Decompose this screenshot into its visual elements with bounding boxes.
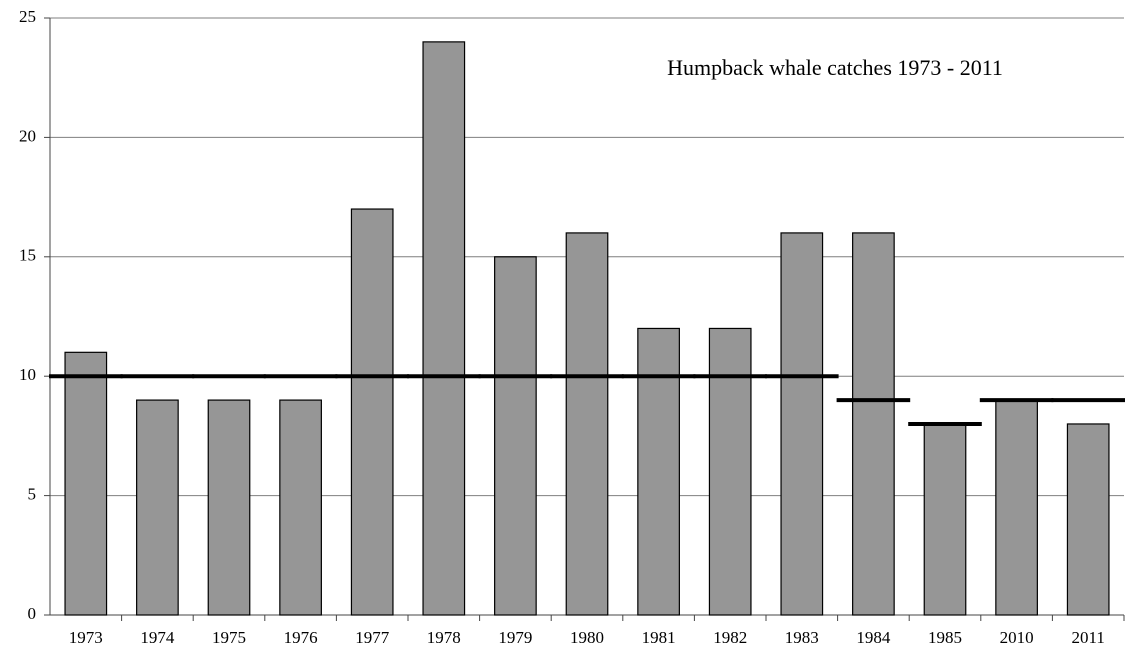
bar [350, 208, 394, 616]
x-tick-label: 2011 [1072, 628, 1105, 647]
x-tick-label: 1984 [856, 628, 891, 647]
x-tick-label: 1982 [713, 628, 747, 647]
x-tick-label: 1973 [69, 628, 103, 647]
x-tick-label: 1980 [570, 628, 604, 647]
y-tick-label: 5 [28, 485, 37, 504]
bar [207, 399, 251, 616]
bar [279, 399, 322, 616]
y-tick-label: 25 [19, 7, 36, 26]
bar [852, 232, 895, 616]
bar [494, 256, 537, 616]
y-tick-label: 0 [28, 604, 37, 623]
bar [780, 232, 824, 616]
y-tick-label: 20 [19, 126, 36, 145]
bar [708, 327, 752, 616]
y-tick-label: 15 [19, 246, 36, 265]
bar [995, 399, 1038, 616]
x-tick-label: 1981 [642, 628, 676, 647]
bar [64, 351, 108, 616]
bar [422, 41, 466, 616]
x-tick-label: 1983 [785, 628, 819, 647]
bar [136, 399, 179, 616]
x-tick-label: 2010 [1000, 628, 1034, 647]
bar [923, 423, 967, 616]
x-tick-label: 1985 [928, 628, 962, 647]
x-tick-label: 1979 [498, 628, 532, 647]
bar [637, 327, 680, 616]
x-tick-label: 1978 [427, 628, 461, 647]
bar [1066, 423, 1110, 616]
y-tick-label: 10 [19, 365, 36, 384]
x-tick-label: 1974 [140, 628, 175, 647]
x-tick-label: 1976 [284, 628, 318, 647]
bar [565, 232, 609, 616]
chart-title: Humpback whale catches 1973 - 2011 [667, 55, 1003, 80]
x-tick-label: 1977 [355, 628, 390, 647]
x-tick-label: 1975 [212, 628, 246, 647]
